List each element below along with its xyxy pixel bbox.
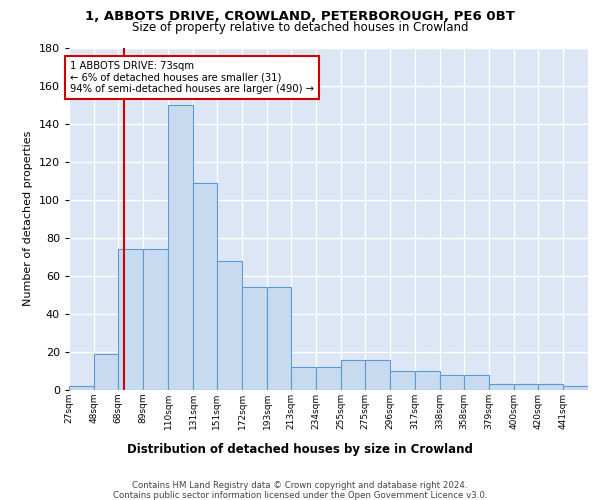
Text: Size of property relative to detached houses in Crowland: Size of property relative to detached ho… [132, 21, 468, 34]
Bar [118, 249, 143, 390]
Bar [168, 104, 193, 390]
Bar [69, 386, 94, 390]
Text: 1 ABBOTS DRIVE: 73sqm
← 6% of detached houses are smaller (31)
94% of semi-detac: 1 ABBOTS DRIVE: 73sqm ← 6% of detached h… [70, 61, 314, 94]
Bar [217, 260, 242, 390]
Bar [538, 384, 563, 390]
Bar [440, 375, 464, 390]
Bar [94, 354, 118, 390]
Bar [415, 371, 440, 390]
Text: Contains HM Land Registry data © Crown copyright and database right 2024.
Contai: Contains HM Land Registry data © Crown c… [113, 481, 487, 500]
Bar [316, 367, 341, 390]
Bar [390, 371, 415, 390]
Bar [464, 375, 489, 390]
Bar [341, 360, 365, 390]
Y-axis label: Number of detached properties: Number of detached properties [23, 131, 33, 306]
Bar [193, 182, 217, 390]
Bar [365, 360, 390, 390]
Bar [242, 287, 267, 390]
Text: Distribution of detached houses by size in Crowland: Distribution of detached houses by size … [127, 442, 473, 456]
Bar [143, 249, 168, 390]
Text: 1, ABBOTS DRIVE, CROWLAND, PETERBOROUGH, PE6 0BT: 1, ABBOTS DRIVE, CROWLAND, PETERBOROUGH,… [85, 10, 515, 23]
Bar [514, 384, 538, 390]
Bar [563, 386, 588, 390]
Bar [489, 384, 514, 390]
Bar [267, 287, 291, 390]
Bar [291, 367, 316, 390]
